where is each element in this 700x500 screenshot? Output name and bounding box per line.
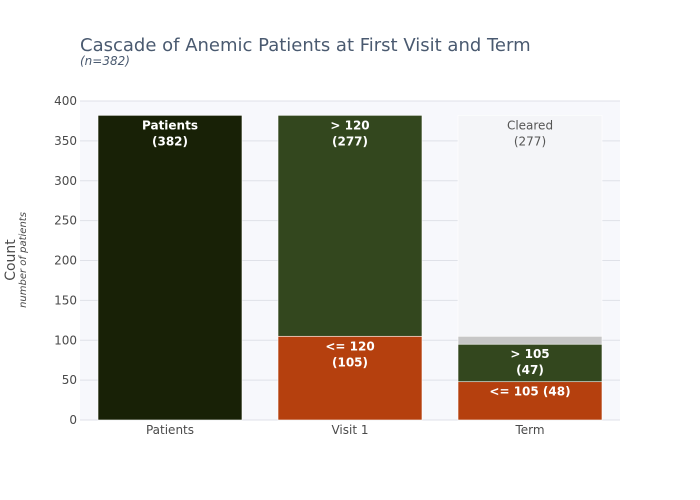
bar-segment xyxy=(277,115,423,337)
y-axis: 0 50 100 150 200 250 300 350 400 xyxy=(54,94,77,427)
bar-label: > 120 xyxy=(330,118,369,132)
bar-label: Patients xyxy=(142,118,198,132)
x-tick-label: Patients xyxy=(146,423,194,437)
y-tick-label: 300 xyxy=(54,174,77,188)
y-tick-label: 250 xyxy=(54,214,77,228)
y-tick-label: 50 xyxy=(62,373,77,387)
y-tick-label: 350 xyxy=(54,134,77,148)
bars xyxy=(97,115,603,421)
bar-label: <= 105 (48) xyxy=(489,385,570,399)
chart-subtitle: (n=382) xyxy=(80,54,130,68)
bar-value-label: (277) xyxy=(332,134,368,148)
y-tick-label: 0 xyxy=(69,413,77,427)
y-tick-label: 150 xyxy=(54,293,77,307)
bar-label: > 105 xyxy=(510,347,549,361)
bar-segment xyxy=(457,343,603,383)
y-axis-title: Count xyxy=(3,239,19,281)
x-tick-label: Visit 1 xyxy=(331,423,368,437)
bar-label: <= 120 xyxy=(325,339,374,353)
bar-value-label: (105) xyxy=(332,355,368,369)
bar-segment xyxy=(457,335,603,345)
bar-value-label: (277) xyxy=(514,134,546,148)
bar-value-label: (382) xyxy=(152,134,188,148)
bar-segment xyxy=(457,115,603,337)
y-tick-label: 400 xyxy=(54,94,77,108)
y-tick-label: 100 xyxy=(54,333,77,347)
chart-title: Cascade of Anemic Patients at First Visi… xyxy=(80,35,531,56)
bar-segment xyxy=(277,335,423,421)
x-tick-label: Term xyxy=(514,423,544,437)
y-tick-label: 200 xyxy=(54,254,77,268)
x-axis: Patients Visit 1 Term xyxy=(146,423,545,437)
bar-segment xyxy=(97,115,243,421)
y-axis-subtitle: number of patients xyxy=(18,212,29,308)
bar-label: Cleared xyxy=(507,118,553,132)
bar-value-label: (47) xyxy=(516,363,544,377)
bar-labels: Patients (382) <= 120 (105) > 120 (277) <= 105… xyxy=(142,118,571,398)
